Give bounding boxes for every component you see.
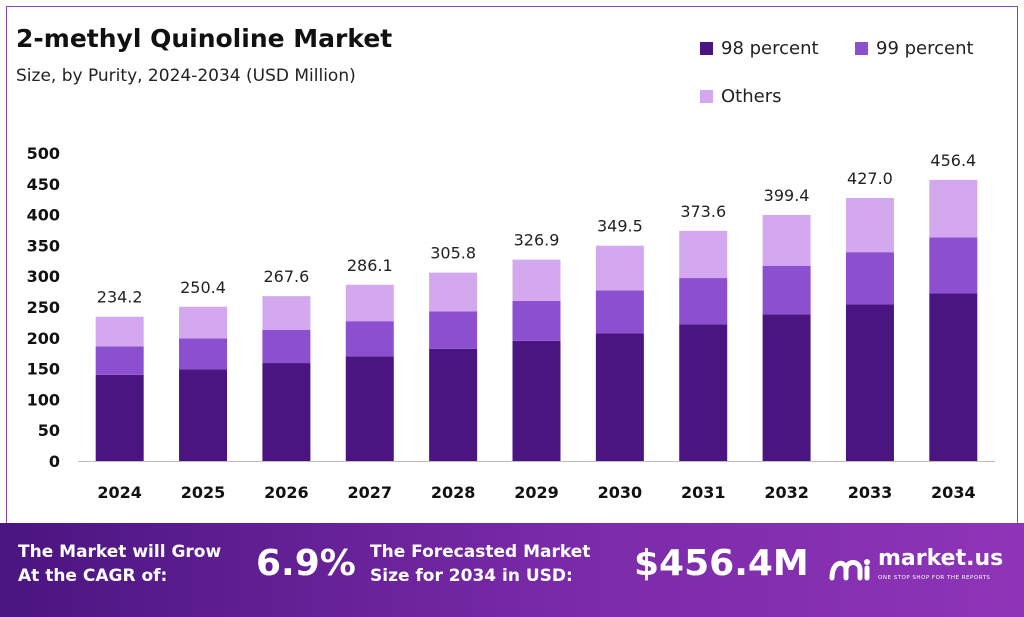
y-tick-label: 100 <box>27 390 60 409</box>
y-tick-label: 200 <box>27 329 60 348</box>
forecast-label: The Forecasted Market Size for 2034 in U… <box>370 540 590 588</box>
cagr-label-line2: At the CAGR of: <box>18 566 168 586</box>
cagr-label: The Market will Grow At the CAGR of: <box>18 540 221 588</box>
bar-segment <box>595 333 644 461</box>
bar-segment <box>345 284 394 322</box>
data-label: 250.4 <box>180 278 226 297</box>
bar-segment <box>762 314 811 461</box>
bar-segment <box>179 369 228 461</box>
data-label: 305.8 <box>430 244 476 263</box>
x-tick-label: 2027 <box>348 483 393 502</box>
bar-segment <box>429 348 478 461</box>
y-tick-label: 400 <box>27 206 60 225</box>
data-label: 286.1 <box>347 256 393 275</box>
x-tick-label: 2032 <box>764 483 809 502</box>
bar-segment <box>179 338 228 370</box>
x-tick-label: 2030 <box>598 483 643 502</box>
legend-label: 98 percent <box>721 38 819 59</box>
x-tick-label: 2025 <box>181 483 226 502</box>
logo-tagline: ONE STOP SHOP FOR THE REPORTS <box>878 575 991 581</box>
bar-segment <box>345 321 394 357</box>
bar-segment <box>762 265 811 315</box>
bar-segment <box>845 252 894 305</box>
legend-item-others: Others <box>700 86 782 107</box>
bar-segment <box>845 197 894 253</box>
bar-segment <box>512 340 561 461</box>
legend-swatch <box>700 90 713 103</box>
bar-segment <box>595 290 644 334</box>
data-label: 373.6 <box>680 202 726 221</box>
data-label: 234.2 <box>97 288 143 307</box>
y-tick-label: 50 <box>38 421 60 440</box>
y-tick-label: 450 <box>27 175 60 194</box>
data-label: 456.4 <box>930 151 976 170</box>
bar-chart: 0 50 100 150 200 250 300 350 400 450 500 234.2 2024 2… <box>27 144 995 502</box>
bar-segment <box>512 300 561 341</box>
y-tick-label: 350 <box>27 236 60 255</box>
legend-item-98-percent: 98 percent <box>700 38 819 59</box>
bar-segment <box>929 237 978 294</box>
data-label: 326.9 <box>514 231 560 250</box>
bar-segment <box>595 245 644 291</box>
y-tick-label: 150 <box>27 360 60 379</box>
bar-segment <box>179 306 228 339</box>
bar-segment <box>679 324 728 461</box>
legend-item-99-percent: 99 percent <box>855 38 974 59</box>
y-tick-label: 500 <box>27 144 60 163</box>
y-tick-label: 250 <box>27 298 60 317</box>
x-tick-label: 2024 <box>97 483 142 502</box>
forecast-value: $456.4M <box>634 543 809 584</box>
legend-swatch <box>700 42 713 55</box>
bar-segment <box>345 356 394 461</box>
cagr-label-line1: The Market will Grow <box>18 542 222 562</box>
chart-title: 2-methyl Quinoline Market <box>16 24 393 53</box>
data-label: 427.0 <box>847 169 893 188</box>
chart-frame <box>6 6 1018 526</box>
y-tick-label: 0 <box>49 452 60 471</box>
bar-segment <box>929 179 978 238</box>
legend-label: 99 percent <box>876 38 974 59</box>
x-tick-label: 2028 <box>431 483 476 502</box>
legend-swatch <box>855 42 868 55</box>
data-label: 267.6 <box>264 267 310 286</box>
summary-banner: The Market will Grow At the CAGR of: 6.9… <box>0 523 1024 617</box>
bar-segment <box>95 374 144 461</box>
bar-segment <box>929 293 978 461</box>
bar-segment <box>845 304 894 461</box>
y-tick-label: 300 <box>27 267 60 286</box>
bar-segment <box>262 329 311 364</box>
x-tick-label: 2033 <box>848 483 893 502</box>
bar-segment <box>679 230 728 279</box>
cagr-value: 6.9% <box>256 543 356 584</box>
bar-segment <box>95 346 144 375</box>
data-label: 349.5 <box>597 217 643 236</box>
bar-segment <box>429 311 478 349</box>
bar-segment <box>429 272 478 312</box>
bar-segment <box>679 278 728 325</box>
chart-subtitle: Size, by Purity, 2024-2034 (USD Million) <box>16 66 356 86</box>
x-tick-label: 2026 <box>264 483 309 502</box>
x-tick-label: 2029 <box>514 483 559 502</box>
logo-name: market.us <box>878 546 1004 571</box>
bar-segment <box>762 214 811 266</box>
bar-segment <box>95 316 144 347</box>
bar-segment <box>262 296 311 330</box>
legend-label: Others <box>721 86 782 107</box>
x-tick-label: 2034 <box>931 483 976 502</box>
x-tick-label: 2031 <box>681 483 726 502</box>
forecast-label-line1: The Forecasted Market <box>370 542 591 562</box>
forecast-label-line2: Size for 2034 in USD: <box>370 566 573 586</box>
market-us-logo-icon <box>829 559 870 581</box>
data-label: 399.4 <box>764 186 810 205</box>
bar-segment <box>262 363 311 461</box>
bar-segment <box>512 259 561 301</box>
